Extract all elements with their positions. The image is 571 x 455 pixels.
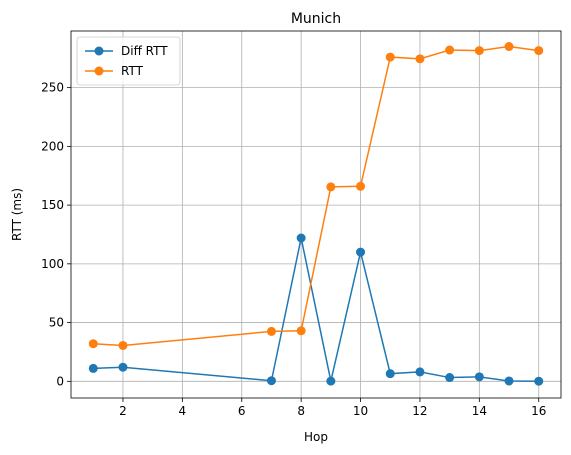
legend-entry: Diff RTT (85, 44, 168, 58)
y-axis-label: RTT (ms) (10, 188, 24, 241)
data-point (326, 376, 336, 386)
x-tick-label: 12 (412, 404, 427, 418)
data-point (445, 373, 455, 383)
series-rtt (88, 42, 544, 350)
legend-marker (94, 66, 104, 76)
x-tick-label: 10 (353, 404, 368, 418)
data-point (415, 54, 425, 64)
data-point (474, 46, 484, 56)
data-point (326, 182, 336, 192)
legend-label: Diff RTT (121, 44, 168, 58)
data-point (534, 376, 544, 386)
data-point (504, 42, 514, 52)
data-point (88, 363, 98, 373)
data-point (504, 376, 514, 386)
x-tick-label: 2 (119, 404, 127, 418)
y-tick-label: 250 (41, 81, 64, 95)
plot-frame (70, 30, 562, 399)
series-layer (88, 42, 544, 386)
x-axis-label: Hop (304, 430, 328, 444)
data-point (296, 233, 306, 243)
data-point (118, 362, 128, 372)
series-line (93, 237, 539, 382)
y-tick-label: 150 (41, 198, 64, 212)
data-point (266, 376, 276, 386)
y-tick-label: 100 (41, 257, 64, 271)
legend-entry: RTT (85, 64, 144, 78)
series-line (93, 45, 539, 347)
data-point (385, 52, 395, 62)
legend: Diff RTT RTT (76, 36, 181, 86)
y-tick-label: 50 (49, 316, 64, 330)
y-tick-label: 0 (56, 374, 64, 388)
data-point (296, 326, 306, 336)
chart-title: Munich (291, 11, 341, 27)
x-tick-label: 8 (297, 404, 305, 418)
x-axis: 2 4 6 8 10 12 14 16 (119, 398, 546, 418)
data-point (356, 181, 366, 191)
data-point (415, 367, 425, 377)
legend-label: RTT (121, 64, 144, 78)
data-point (266, 326, 276, 336)
data-point (445, 45, 455, 55)
grid (71, 31, 561, 398)
data-point (385, 369, 395, 379)
series-diff-rtt (88, 233, 544, 386)
data-point (356, 247, 366, 257)
legend-marker (94, 46, 104, 56)
data-point (118, 340, 128, 350)
x-tick-label: 4 (179, 404, 187, 418)
x-tick-label: 16 (531, 404, 546, 418)
y-tick-label: 200 (41, 139, 64, 153)
x-tick-label: 6 (238, 404, 246, 418)
y-axis: 0 50 100 150 200 250 (41, 81, 71, 388)
data-point (474, 372, 484, 382)
x-tick-label: 14 (472, 404, 487, 418)
data-point (88, 339, 98, 349)
data-point (534, 46, 544, 56)
